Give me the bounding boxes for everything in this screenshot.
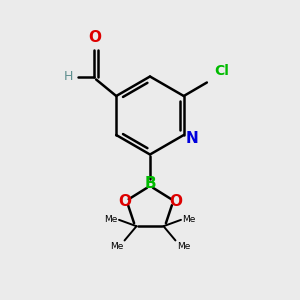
Text: H: H: [63, 70, 73, 83]
Text: Me: Me: [182, 215, 196, 224]
Text: Me: Me: [177, 242, 190, 250]
Text: Cl: Cl: [214, 64, 229, 78]
Text: N: N: [186, 131, 199, 146]
Text: O: O: [118, 194, 131, 208]
Text: O: O: [169, 194, 182, 208]
Text: B: B: [144, 176, 156, 190]
Text: O: O: [88, 30, 101, 45]
Text: Me: Me: [110, 242, 123, 250]
Text: Me: Me: [104, 215, 118, 224]
